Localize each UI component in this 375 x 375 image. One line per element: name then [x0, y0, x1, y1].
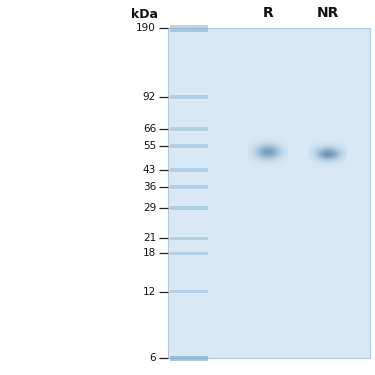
Bar: [170, 168, 208, 172]
Text: 190: 190: [136, 23, 156, 33]
Bar: [170, 206, 208, 210]
Text: 55: 55: [143, 141, 156, 152]
Bar: [170, 144, 208, 148]
Text: 92: 92: [143, 92, 156, 102]
Text: NR: NR: [317, 6, 339, 20]
Bar: [170, 356, 208, 360]
Text: 36: 36: [143, 182, 156, 192]
Bar: [170, 252, 208, 255]
Bar: [170, 95, 208, 99]
Text: kDa: kDa: [131, 8, 158, 21]
Bar: [170, 24, 208, 32]
Bar: [170, 290, 208, 293]
Text: R: R: [262, 6, 273, 20]
Bar: [168, 28, 370, 358]
Bar: [170, 185, 208, 189]
Text: 66: 66: [143, 124, 156, 134]
Text: 29: 29: [143, 202, 156, 213]
Text: 12: 12: [143, 287, 156, 297]
Bar: [170, 237, 208, 240]
Bar: [170, 127, 208, 131]
Text: 18: 18: [143, 248, 156, 258]
Text: 6: 6: [149, 353, 156, 363]
Text: 21: 21: [143, 233, 156, 243]
Text: 43: 43: [143, 165, 156, 175]
